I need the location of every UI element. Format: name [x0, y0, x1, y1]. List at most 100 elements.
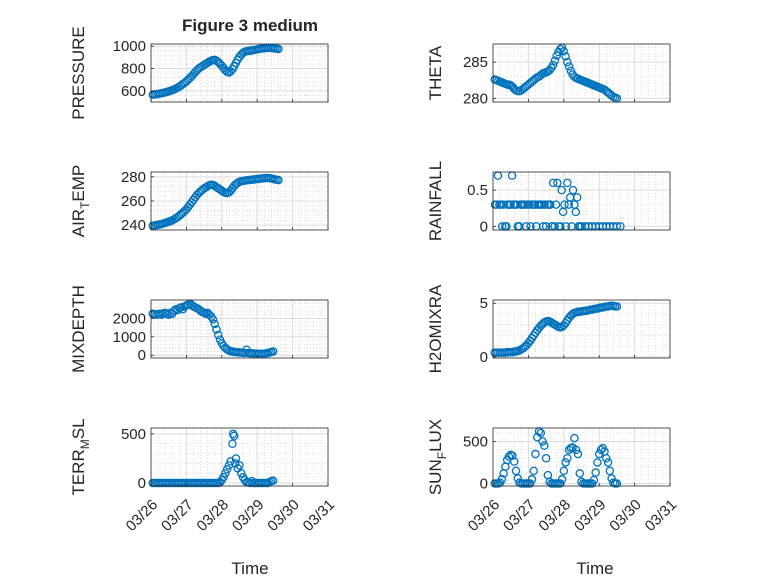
data-point	[560, 200, 569, 209]
data-point	[571, 207, 581, 217]
subplot-4: 0 0.5 RAINFALL	[426, 161, 671, 241]
data-point	[559, 466, 569, 476]
figure-title: Figure 3 medium	[182, 16, 318, 35]
x-tick-label: 03/30	[606, 496, 645, 535]
data-point	[176, 303, 186, 312]
x-axis-label-left: Time	[231, 559, 268, 578]
data-point	[235, 461, 244, 470]
y-tick-label: 240	[121, 217, 146, 234]
y-tick-label: 0.5	[467, 182, 488, 199]
subplot-3: 240 260 280 AIRTEMP	[69, 165, 329, 238]
data-point	[564, 62, 574, 71]
axes-layer: 600 800 1000 PRESSURE 280 285 THETA 240 260 280 AI…	[69, 26, 680, 535]
data-point	[563, 454, 572, 463]
data-point	[497, 475, 507, 484]
data-point	[511, 466, 521, 476]
y-tick-label: 1000	[113, 329, 146, 346]
data-point	[506, 200, 515, 209]
data-point	[237, 468, 246, 478]
data-point	[531, 449, 540, 459]
axes-box	[150, 43, 329, 103]
data-point	[548, 178, 558, 188]
axes-box	[150, 427, 329, 487]
subplot-2: 280 285 THETA	[426, 43, 671, 107]
x-tick-label: 03/27	[158, 496, 197, 535]
plot-area	[493, 428, 670, 486]
y-axis-label: MIXDEPTH	[69, 285, 88, 373]
x-tick-label: 03/31	[300, 496, 339, 535]
data-point	[540, 441, 549, 450]
y-tick-label: 0	[480, 475, 488, 492]
subplot-6: 0 5 H2OMIXRA	[426, 284, 671, 373]
data-point	[589, 475, 599, 485]
y-tick-label: 2000	[113, 310, 146, 327]
data-point	[210, 319, 219, 329]
data-point	[508, 451, 517, 460]
x-tick-label: 03/26	[465, 496, 504, 535]
x-tick-label: 03/26	[123, 496, 162, 535]
data-point	[274, 44, 283, 54]
x-tick-label: 03/28	[193, 496, 232, 535]
y-axis-label: AIRTEMP	[69, 165, 92, 238]
y-tick-label: 1000	[113, 38, 146, 55]
y-tick-label: 0	[138, 475, 146, 492]
y-axis-label: PRESSURE	[69, 26, 88, 120]
data-point	[529, 466, 538, 476]
axes-box	[492, 171, 671, 231]
data-point	[561, 52, 570, 61]
y-axis-label: TERRMSL	[69, 418, 92, 495]
axes-box	[492, 427, 671, 487]
x-tick-label: 03/29	[571, 496, 610, 535]
y-tick-label: 285	[463, 54, 488, 71]
data-point	[561, 458, 570, 467]
axes-box	[150, 299, 329, 359]
x-tick-label: 03/29	[229, 496, 268, 535]
y-tick-label: 0	[480, 349, 488, 366]
y-tick-label: 280	[121, 169, 146, 186]
y-tick-label: 280	[463, 90, 488, 107]
y-axis-label: RAINFALL	[426, 161, 445, 241]
y-tick-label: 800	[121, 61, 146, 78]
data-point	[524, 200, 534, 209]
data-point	[593, 458, 602, 467]
data-point	[575, 469, 584, 478]
y-tick-label: 0	[480, 218, 488, 235]
data-point	[229, 431, 239, 441]
data-point	[540, 200, 549, 209]
data-point	[553, 178, 562, 188]
data-point	[541, 454, 551, 463]
data-point	[563, 178, 572, 188]
data-point	[212, 325, 221, 334]
data-point	[527, 475, 537, 484]
data-point	[509, 457, 519, 466]
data-point	[221, 468, 230, 478]
y-tick-label: 5	[480, 295, 488, 312]
data-point	[573, 449, 583, 459]
y-tick-label: 500	[121, 426, 146, 443]
data-point	[612, 302, 622, 311]
data-point	[591, 468, 600, 477]
data-point	[504, 452, 514, 461]
y-tick-label: 600	[121, 83, 146, 100]
data-point	[551, 200, 561, 209]
data-point	[563, 57, 572, 67]
axes-box	[492, 43, 671, 103]
data-point	[231, 454, 241, 463]
data-point	[571, 445, 581, 455]
data-point	[605, 466, 615, 476]
data-point	[559, 47, 569, 56]
data-point	[546, 200, 555, 209]
axes-box	[492, 299, 671, 359]
data-point	[214, 330, 223, 340]
data-point	[222, 465, 232, 474]
y-tick-label: 0	[138, 347, 146, 364]
data-point	[573, 193, 582, 202]
data-point	[230, 459, 240, 468]
data-point	[602, 454, 611, 463]
data-point	[550, 56, 560, 65]
data-point	[536, 428, 546, 438]
data-point	[525, 479, 535, 488]
